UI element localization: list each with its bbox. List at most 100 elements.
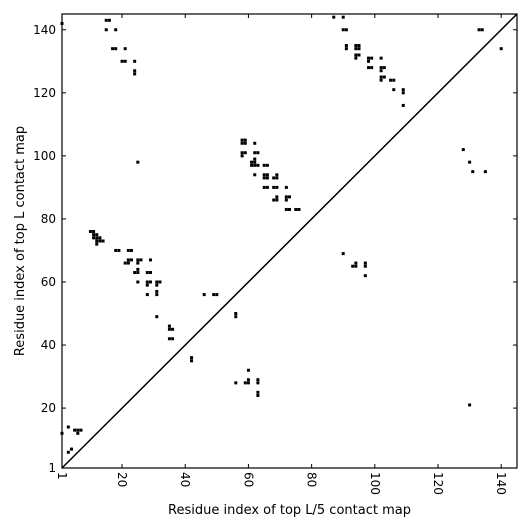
contact-point — [256, 381, 260, 385]
contact-point — [253, 151, 257, 155]
contact-point — [354, 44, 358, 48]
contact-point — [246, 381, 250, 385]
contact-point — [357, 47, 361, 51]
contact-point — [344, 44, 348, 48]
contact-point — [284, 207, 288, 211]
contact-point — [354, 264, 358, 268]
contact-point — [243, 138, 247, 142]
x-tick-label: 100 — [368, 472, 382, 495]
contact-point — [262, 185, 266, 189]
contact-point — [275, 195, 279, 199]
contact-point — [79, 428, 83, 432]
contact-point — [120, 59, 124, 63]
contact-points — [60, 15, 503, 454]
contact-point — [265, 176, 269, 180]
contact-point — [354, 56, 358, 60]
contact-point — [66, 425, 70, 429]
contact-point — [275, 185, 279, 189]
contact-point — [104, 18, 108, 22]
contact-point — [136, 271, 140, 275]
contact-point — [483, 170, 487, 174]
contact-point — [256, 393, 260, 397]
x-tick-label: 60 — [241, 472, 255, 487]
y-tick-label: 100 — [33, 149, 56, 163]
contact-point — [392, 78, 396, 82]
contact-point — [145, 271, 149, 275]
contact-point — [477, 28, 481, 32]
contact-point — [148, 280, 152, 284]
contact-point — [240, 151, 244, 155]
contact-point — [246, 378, 250, 382]
contact-point — [114, 47, 118, 51]
y-tick-label: 140 — [33, 23, 56, 37]
y-tick-label: 1 — [48, 461, 56, 475]
contact-point — [389, 78, 393, 82]
contact-point — [250, 163, 254, 167]
contact-point — [284, 185, 288, 189]
x-axis-label: Residue index of top L/5 contact map — [168, 503, 411, 518]
contact-point — [275, 176, 279, 180]
x-tick-label: 140 — [494, 472, 508, 495]
contact-point — [401, 103, 405, 107]
contact-point — [155, 283, 159, 287]
contact-point — [253, 160, 257, 164]
contact-point — [212, 293, 216, 297]
x-tick-label: 1 — [55, 472, 69, 480]
contact-point — [363, 261, 367, 265]
contact-point — [363, 264, 367, 268]
contact-point — [288, 195, 291, 199]
contact-point — [243, 141, 247, 145]
contact-point — [240, 154, 244, 158]
x-tick-label: 40 — [178, 472, 192, 487]
contact-point — [133, 59, 137, 63]
contact-point — [354, 53, 358, 57]
contact-point — [284, 195, 288, 199]
contact-point — [114, 248, 118, 252]
x-tick-label: 20 — [115, 472, 129, 487]
contact-point — [171, 337, 175, 341]
contact-point — [123, 59, 127, 63]
contact-point — [133, 69, 137, 73]
contact-point — [133, 271, 137, 275]
y-axis-label: Residue index of top L contact map — [13, 126, 28, 356]
contact-point — [155, 315, 159, 319]
contact-point — [468, 403, 472, 407]
x-tick-label: 120 — [431, 472, 445, 495]
contact-point — [499, 47, 503, 51]
contact-point — [136, 160, 140, 164]
contact-point — [66, 450, 70, 454]
contact-point — [158, 280, 162, 284]
contact-point — [123, 47, 127, 51]
contact-point — [114, 28, 118, 32]
contact-point — [250, 160, 254, 164]
contact-point — [190, 356, 194, 360]
contact-point — [366, 56, 370, 60]
contact-point — [104, 28, 108, 32]
contact-point — [297, 207, 301, 211]
contact-point — [69, 447, 73, 451]
contact-point — [256, 163, 260, 167]
contact-point — [379, 69, 383, 73]
contact-point — [288, 207, 291, 211]
contact-point — [284, 198, 288, 202]
contact-point — [370, 66, 374, 70]
contact-point — [354, 47, 358, 51]
contact-point — [253, 173, 257, 177]
contact-point — [382, 75, 386, 79]
contact-point — [95, 233, 99, 237]
contact-point — [126, 248, 130, 252]
contact-point — [379, 56, 383, 60]
contact-point — [240, 138, 244, 142]
y-tick-label: 80 — [41, 212, 56, 226]
x-tick-label: 80 — [305, 472, 319, 487]
contact-point — [246, 368, 250, 372]
y-tick-label: 40 — [41, 338, 56, 352]
contact-point — [92, 230, 96, 234]
contact-point — [98, 239, 102, 243]
contact-point — [98, 236, 102, 240]
contact-point — [234, 312, 238, 316]
contact-point — [401, 88, 405, 92]
contact-point — [243, 381, 247, 385]
contact-point — [461, 148, 465, 152]
